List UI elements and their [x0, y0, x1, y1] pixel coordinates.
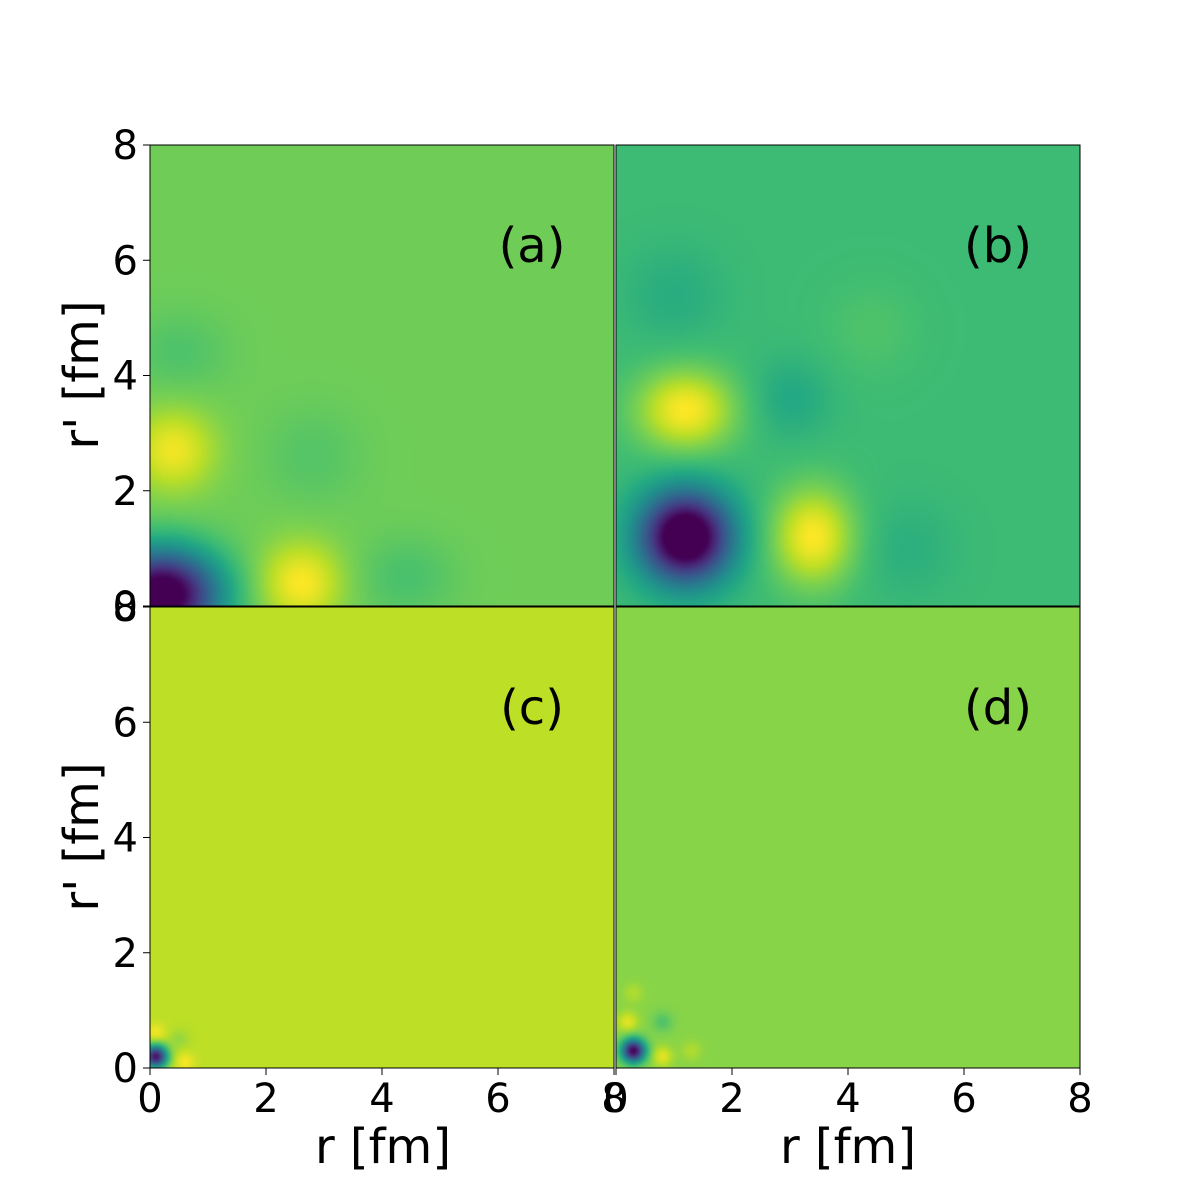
panel-label: (c)	[500, 680, 564, 736]
y-tick-label: 4	[113, 816, 138, 862]
x-tick-label: 8	[601, 1076, 626, 1122]
heatmap-image	[616, 145, 1080, 606]
y-axis-label-bottom: r' [fm]	[54, 762, 110, 911]
y-tick-label: 0	[113, 584, 138, 630]
panel-b: (b)	[615, 144, 1081, 607]
y-tick-label: 8	[113, 585, 138, 631]
panel-label: (a)	[499, 218, 566, 274]
x-tick-label: 0	[137, 1076, 162, 1122]
panel-d: (d)	[615, 606, 1081, 1069]
x-tick-label: 8	[1067, 1076, 1092, 1122]
y-tick-label: 8	[113, 123, 138, 169]
x-axis-label-right: r [fm]	[780, 1119, 916, 1175]
heatmap-image	[150, 145, 614, 606]
panel-c: (c)	[149, 606, 615, 1069]
y-tick-label: 4	[113, 354, 138, 400]
x-tick-label: 4	[835, 1076, 860, 1122]
y-tick-label: 0	[113, 1046, 138, 1092]
y-axis-label-top: r' [fm]	[54, 300, 110, 449]
x-tick-label: 2	[253, 1076, 278, 1122]
y-tick-label: 6	[113, 700, 138, 746]
heatmap-image	[150, 607, 614, 1068]
x-tick-label: 0	[603, 1076, 628, 1122]
y-tick-label: 2	[113, 931, 138, 977]
x-tick-label: 2	[719, 1076, 744, 1122]
panel-a: (a)	[149, 144, 615, 607]
panel-label: (d)	[964, 680, 1032, 736]
panel-label: (b)	[964, 218, 1032, 274]
y-tick-label: 2	[113, 469, 138, 515]
x-tick-label: 6	[485, 1076, 510, 1122]
x-axis-label-left: r [fm]	[315, 1119, 451, 1175]
x-tick-label: 4	[369, 1076, 394, 1122]
heatmap-image	[616, 607, 1080, 1068]
panel-frame	[615, 144, 1081, 607]
x-tick-label: 6	[951, 1076, 976, 1122]
y-tick-label: 6	[113, 238, 138, 284]
